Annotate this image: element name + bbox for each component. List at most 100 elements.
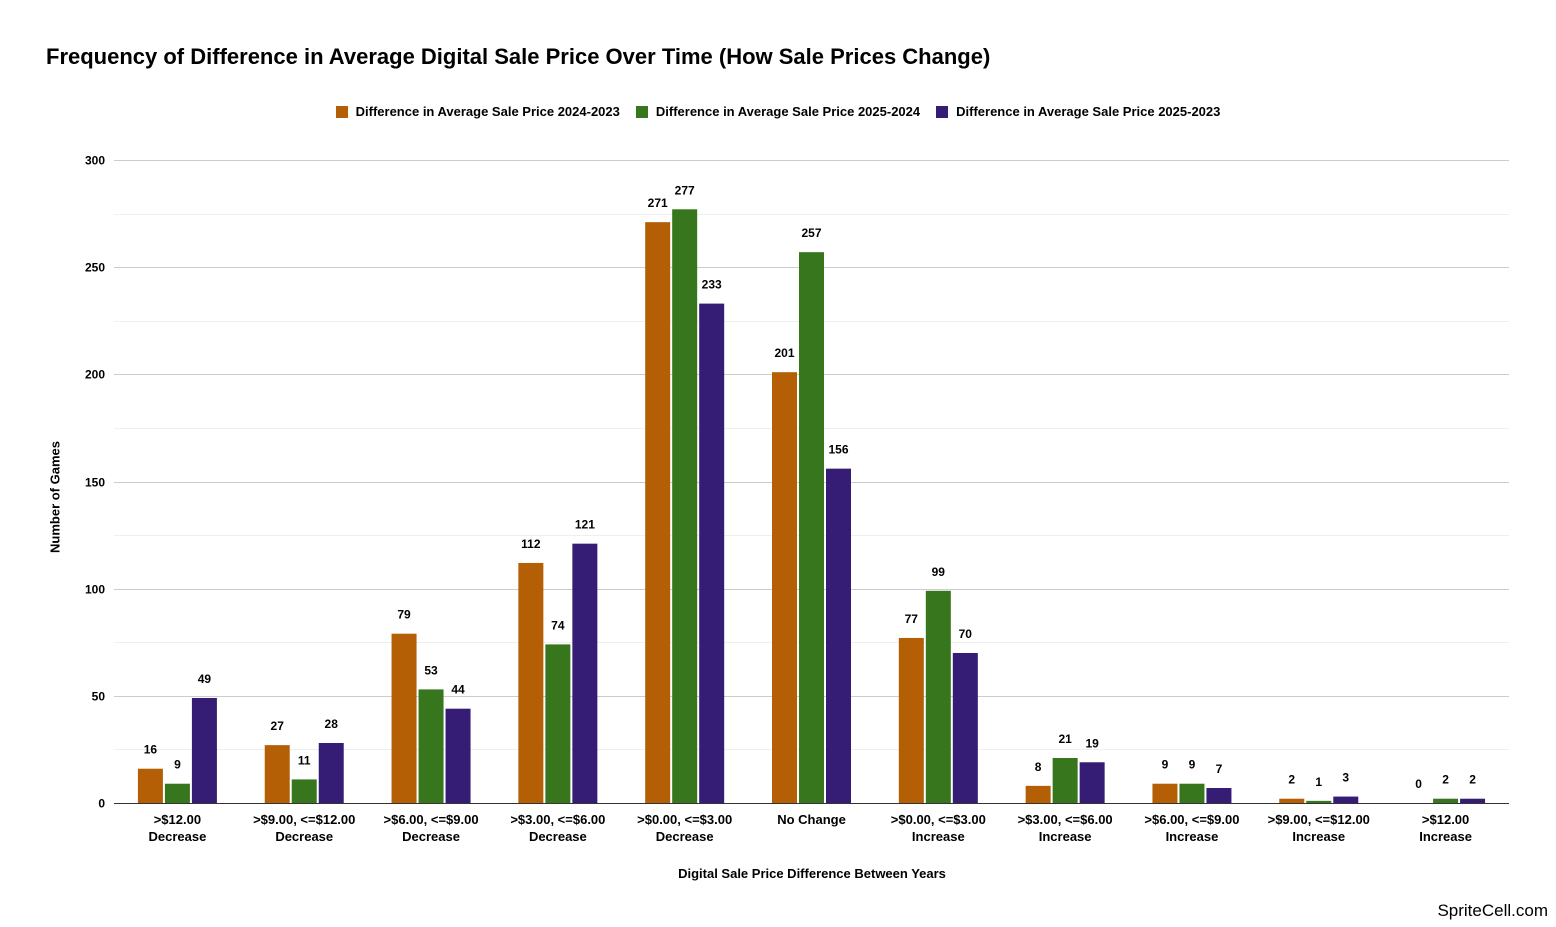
data-label-series-2: 74 bbox=[551, 618, 565, 632]
data-label-series-1: 112 bbox=[521, 537, 541, 551]
bar-series-2 bbox=[1179, 783, 1205, 803]
data-label-series-2: 257 bbox=[801, 226, 821, 240]
bar-series-1 bbox=[898, 637, 924, 803]
x-tick-label: Increase bbox=[1419, 829, 1472, 844]
bar-series-2 bbox=[545, 644, 571, 803]
data-label-series-1: 2 bbox=[1288, 773, 1295, 787]
x-tick-label: Decrease bbox=[656, 829, 714, 844]
legend-item-series-1[interactable]: Difference in Average Sale Price 2024-20… bbox=[335, 104, 620, 119]
x-tick-label: >$0.00, <=$3.00 bbox=[891, 812, 986, 827]
legend-label-series-2: Difference in Average Sale Price 2025-20… bbox=[655, 104, 921, 119]
y-tick-label: 0 bbox=[98, 797, 105, 811]
x-tick-label: Decrease bbox=[402, 829, 460, 844]
bar-series-2 bbox=[1052, 757, 1078, 803]
x-tick-label: >$0.00, <=$3.00 bbox=[637, 812, 732, 827]
data-label-series-2: 21 bbox=[1058, 732, 1072, 746]
bar-series-1 bbox=[645, 222, 671, 803]
data-label-series-2: 2 bbox=[1442, 773, 1449, 787]
data-label-series-2: 277 bbox=[675, 183, 695, 197]
data-label-series-1: 9 bbox=[1162, 758, 1169, 772]
data-label-series-3: 19 bbox=[1085, 736, 1099, 750]
bar-series-3 bbox=[699, 303, 725, 803]
y-tick-label: 200 bbox=[85, 368, 105, 382]
bar-series-1 bbox=[518, 562, 544, 803]
data-label-series-1: 271 bbox=[648, 196, 668, 210]
x-tick-label: >$6.00, <=$9.00 bbox=[384, 812, 479, 827]
bar-series-2 bbox=[291, 779, 317, 803]
y-tick-label: 300 bbox=[85, 154, 105, 168]
y-axis-title: Number of Games bbox=[47, 441, 63, 553]
x-tick-label: >$9.00, <=$12.00 bbox=[1268, 812, 1370, 827]
y-tick-label: 100 bbox=[85, 583, 105, 597]
bar-series-3 bbox=[826, 468, 851, 803]
legend-item-series-2[interactable]: Difference in Average Sale Price 2025-20… bbox=[635, 104, 921, 119]
data-label-series-3: 121 bbox=[575, 518, 595, 532]
data-label-series-1: 27 bbox=[271, 719, 285, 733]
data-label-series-2: 1 bbox=[1315, 775, 1322, 789]
bar-series-3 bbox=[1079, 762, 1105, 803]
bar-series-3 bbox=[1333, 796, 1359, 803]
bar-series-1 bbox=[1279, 798, 1305, 803]
legend-swatch-series-1 bbox=[335, 105, 348, 118]
bar-series-2 bbox=[672, 209, 698, 804]
data-label-series-3: 233 bbox=[702, 278, 722, 292]
y-tick-label: 250 bbox=[85, 261, 105, 275]
bar-series-2 bbox=[1433, 798, 1459, 803]
data-label-series-1: 201 bbox=[774, 346, 794, 360]
x-tick-label: No Change bbox=[777, 812, 846, 827]
legend-label-series-3: Difference in Average Sale Price 2025-20… bbox=[956, 104, 1221, 119]
bar-series-3 bbox=[191, 697, 217, 803]
x-tick-label: Decrease bbox=[529, 829, 587, 844]
bar-series-1 bbox=[1025, 785, 1051, 803]
bar-series-1 bbox=[772, 372, 797, 803]
data-label-series-3: 44 bbox=[451, 683, 465, 697]
bar-series-3 bbox=[1460, 798, 1486, 803]
x-tick-label: >$3.00, <=$6.00 bbox=[510, 812, 605, 827]
data-label-series-3: 28 bbox=[325, 717, 339, 731]
bar-series-2 bbox=[418, 689, 444, 803]
bar-series-1 bbox=[1152, 783, 1178, 803]
y-tick-label: 150 bbox=[85, 476, 105, 490]
bar-series-2 bbox=[799, 252, 824, 803]
x-tick-label: Increase bbox=[1292, 829, 1345, 844]
data-label-series-1: 77 bbox=[905, 612, 919, 626]
x-tick-label: Increase bbox=[1039, 829, 1092, 844]
data-label-series-3: 70 bbox=[959, 627, 973, 641]
bar-series-1 bbox=[391, 633, 417, 803]
bar-series-1 bbox=[137, 768, 163, 803]
data-label-series-3: 2 bbox=[1469, 773, 1476, 787]
data-label-series-2: 9 bbox=[174, 758, 181, 772]
bar-series-1 bbox=[264, 745, 290, 803]
bar-series-3 bbox=[1206, 788, 1232, 803]
x-tick-label: >$6.00, <=$9.00 bbox=[1144, 812, 1239, 827]
x-axis-title: Digital Sale Price Difference Between Ye… bbox=[678, 866, 946, 881]
data-label-series-2: 99 bbox=[932, 565, 946, 579]
x-tick-label: Increase bbox=[1166, 829, 1219, 844]
data-label-series-3: 3 bbox=[1342, 771, 1349, 785]
chart-title: Frequency of Difference in Average Digit… bbox=[46, 44, 991, 69]
data-label-series-1: 16 bbox=[144, 743, 158, 757]
chart-legend: Difference in Average Sale Price 2024-20… bbox=[0, 104, 1556, 119]
data-label-series-3: 156 bbox=[828, 443, 848, 457]
data-label-series-3: 49 bbox=[198, 672, 212, 686]
data-label-series-3: 7 bbox=[1216, 762, 1223, 776]
x-tick-label: >$9.00, <=$12.00 bbox=[253, 812, 355, 827]
y-tick-label: 50 bbox=[92, 690, 106, 704]
x-tick-label: >$12.00 bbox=[1422, 812, 1469, 827]
x-tick-label: >$12.00 bbox=[154, 812, 201, 827]
data-label-series-1: 0 bbox=[1415, 777, 1422, 791]
legend-swatch-series-3 bbox=[936, 105, 949, 118]
data-label-series-2: 11 bbox=[298, 753, 311, 767]
bar-series-3 bbox=[445, 708, 471, 803]
x-tick-label: Decrease bbox=[275, 829, 333, 844]
x-tick-label: Decrease bbox=[148, 829, 206, 844]
legend-item-series-3[interactable]: Difference in Average Sale Price 2025-20… bbox=[936, 104, 1220, 119]
bar-series-3 bbox=[318, 742, 344, 803]
data-label-series-1: 8 bbox=[1035, 760, 1042, 774]
data-label-series-1: 79 bbox=[397, 608, 411, 622]
x-tick-label: Increase bbox=[912, 829, 965, 844]
watermark: SpriteCell.com bbox=[1437, 901, 1548, 920]
bar-series-3 bbox=[952, 652, 978, 803]
bar-series-2 bbox=[164, 783, 190, 803]
